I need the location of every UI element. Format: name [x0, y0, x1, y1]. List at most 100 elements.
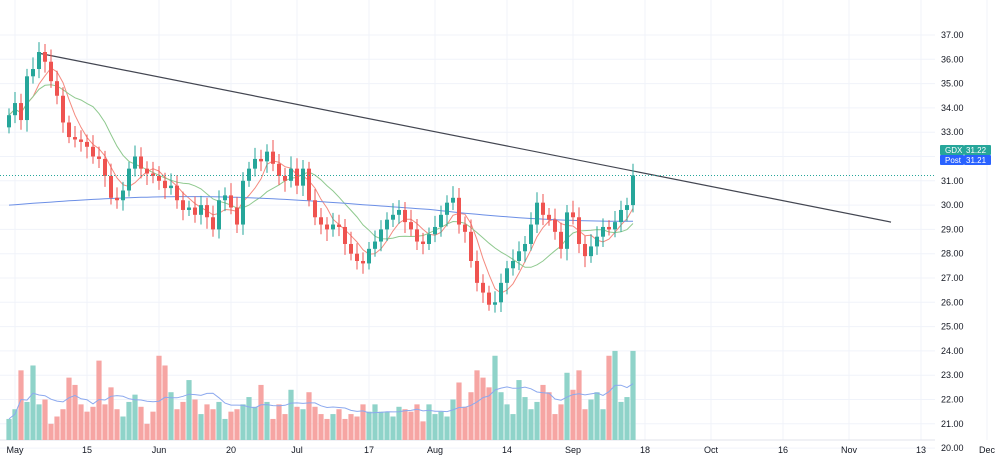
price-axis[interactable]: 37.0036.0035.0034.0033.0032.0031.0030.00…: [941, 30, 964, 453]
volume-bar: [126, 401, 132, 440]
candle-body: [595, 236, 599, 247]
volume-bar: [132, 394, 138, 440]
candle-body: [67, 122, 71, 138]
candle-body: [115, 197, 119, 201]
candle-body: [307, 168, 311, 201]
trendline[interactable]: [38, 52, 892, 223]
volume-bar: [84, 411, 90, 440]
candle-body: [229, 195, 233, 208]
volume-bar: [474, 370, 480, 440]
volume-bar: [90, 406, 96, 440]
candle-body: [481, 282, 485, 293]
candle-body: [265, 151, 269, 162]
candle-body: [25, 76, 29, 121]
volume-bar: [264, 401, 270, 440]
candle-body: [103, 158, 107, 176]
time-axis[interactable]: May 15 Jun 20 Jul 17 Aug 14 Sep 18 Oct 16 Nov 13 Dec: [6, 445, 995, 455]
time-tick-label: Oct: [704, 445, 719, 455]
candle-body: [145, 168, 149, 174]
volume-bar: [426, 404, 432, 440]
volume-bar: [516, 380, 522, 440]
candle-body: [325, 224, 329, 230]
candle-body: [499, 282, 503, 303]
candle-body: [427, 234, 431, 244]
volume-bar: [150, 411, 156, 440]
candle-body: [469, 231, 473, 261]
time-tick-label: Jul: [291, 445, 303, 455]
candle-body: [37, 52, 41, 70]
time-tick-label: Sep: [565, 445, 581, 455]
post-badge: [940, 155, 964, 165]
candle-body: [421, 241, 425, 244]
candle-body: [223, 195, 227, 201]
candle-body: [385, 219, 389, 230]
volume-bar: [408, 411, 414, 440]
volume-bar: [534, 401, 540, 440]
volume-bar: [396, 406, 402, 440]
candle-body: [343, 226, 347, 244]
candle-body: [553, 219, 557, 232]
volume-bars: [6, 350, 636, 440]
volume-bar: [12, 409, 18, 440]
volume-bar: [96, 360, 102, 440]
volume-bar: [606, 355, 612, 440]
candle-body: [247, 168, 251, 181]
candle-body: [235, 207, 239, 225]
candle-body: [451, 197, 455, 203]
volume-bar: [138, 406, 144, 440]
candle-body: [391, 214, 395, 220]
volume-bar: [210, 409, 216, 440]
price-tick-label: 33.00: [941, 127, 964, 137]
volume-bar: [336, 409, 342, 440]
volume-bar: [522, 397, 528, 440]
volume-bar: [300, 409, 306, 440]
post-badge-label: Post: [945, 156, 962, 165]
volume-bar: [456, 382, 462, 440]
volume-bar: [228, 411, 234, 440]
volume-bar: [444, 416, 450, 440]
volume-bar: [144, 423, 150, 440]
candle-body: [127, 168, 131, 191]
volume-bar: [6, 418, 12, 440]
ticker-price-badge: [964, 145, 991, 155]
volume-bar: [192, 399, 198, 440]
volume-bar: [612, 350, 618, 440]
candle-body: [547, 214, 551, 220]
volume-bar: [528, 409, 534, 440]
volume-bar: [168, 392, 174, 440]
candle-body: [31, 69, 35, 77]
candle-body: [73, 137, 77, 140]
time-tick-label: 20: [226, 445, 236, 455]
candle-body: [457, 197, 461, 225]
downtrend-line[interactable]: [38, 52, 892, 223]
candle-body: [49, 61, 53, 82]
volume-bar: [468, 392, 474, 440]
candle-body: [361, 260, 365, 264]
candle-body: [541, 202, 545, 215]
volume-bar: [540, 384, 546, 440]
candle-body: [493, 302, 497, 305]
candle-body: [19, 103, 23, 121]
time-tick-label: 15: [82, 445, 92, 455]
candles: [7, 42, 635, 313]
candle-body: [91, 146, 95, 157]
candle-body: [631, 175, 635, 206]
candle-body: [7, 115, 11, 128]
candle-body: [625, 205, 629, 210]
candle-body: [217, 200, 221, 230]
candle-body: [571, 212, 575, 218]
volume-bar: [420, 421, 426, 440]
candle-body: [379, 229, 383, 242]
price-tick-label: 20.00: [941, 443, 964, 453]
volume-bar: [114, 409, 120, 440]
volume-moving-average: [8, 383, 634, 420]
candle-body: [157, 175, 161, 181]
volume-bar: [258, 384, 264, 440]
candle-body: [589, 246, 593, 257]
volume-bar: [60, 409, 66, 440]
volume-bar: [558, 404, 564, 440]
price-tick-label: 21.00: [941, 419, 964, 429]
price-tick-label: 28.00: [941, 249, 964, 259]
candle-body: [253, 158, 257, 169]
